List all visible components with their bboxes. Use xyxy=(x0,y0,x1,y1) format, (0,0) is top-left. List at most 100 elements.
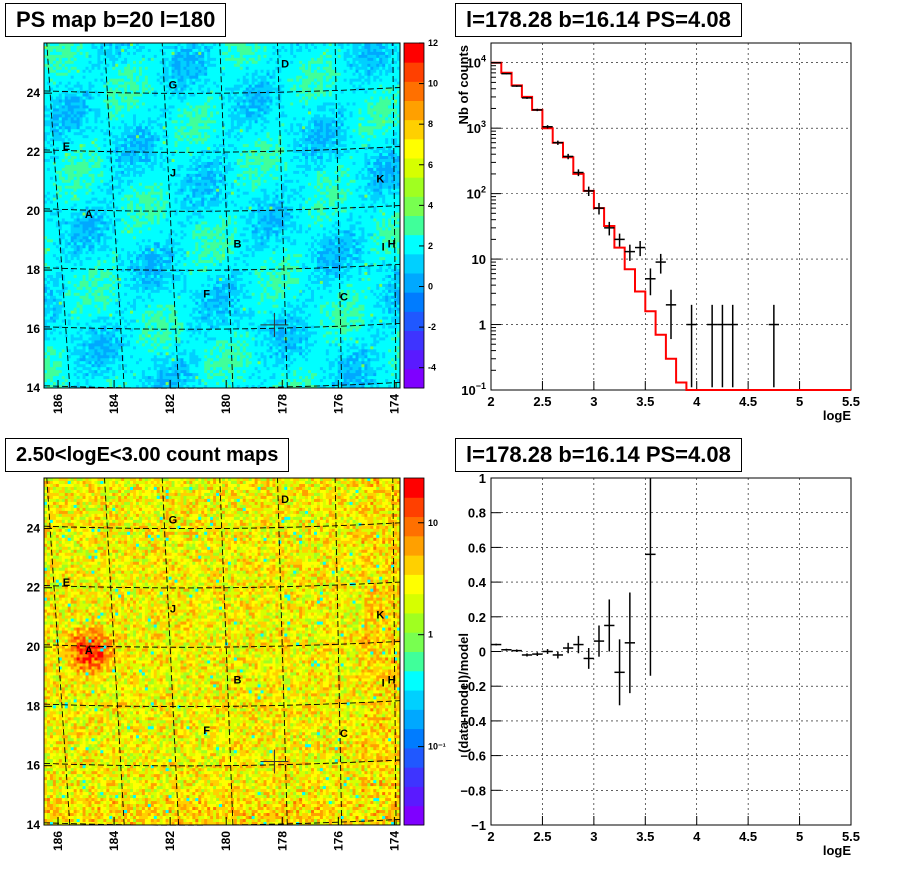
residual-x-tick-label: 2 xyxy=(487,829,494,844)
residual-x-tick-label: 5.5 xyxy=(842,829,860,844)
colorbar-tick-label: 0 xyxy=(428,282,433,292)
map-y-tick-label: 18 xyxy=(27,699,41,713)
colorbar-swatch xyxy=(404,574,424,594)
colorbar-swatch xyxy=(404,120,424,140)
colorbar-swatch xyxy=(404,613,424,633)
spectrum-title: l=178.28 b=16.14 PS=4.08 xyxy=(455,3,742,37)
colorbar-tick-label: -2 xyxy=(428,322,436,332)
colorbar-swatch xyxy=(404,594,424,614)
residual-y-tick-label: 0 xyxy=(479,645,486,660)
colorbar-swatch xyxy=(404,273,424,293)
colorbar-swatch xyxy=(404,292,424,312)
colorbar-swatch xyxy=(404,196,424,216)
residual-point xyxy=(501,649,511,651)
map-y-tick-label: 18 xyxy=(27,263,41,277)
spectrum-x-axis-label: logE xyxy=(823,408,851,423)
map-source-label-k: K xyxy=(376,609,384,621)
count-map-cells xyxy=(44,478,400,825)
residual-y-tick-label: 1 xyxy=(479,471,486,486)
colorbar-swatch xyxy=(404,671,424,691)
colorbar-tick-label: 10 xyxy=(428,79,438,89)
colorbar-tick-label: 10 xyxy=(428,518,438,528)
ps-map-title: PS map b=20 l=180 xyxy=(5,3,226,37)
map-source-label-g: G xyxy=(169,515,178,527)
colorbar-swatch xyxy=(404,786,424,806)
colorbar-swatch xyxy=(404,311,424,331)
colorbar-swatch xyxy=(404,158,424,178)
map-y-tick-label: 22 xyxy=(27,581,41,595)
map-source-label-i: I xyxy=(382,241,385,253)
spectrum-x-tick-label: 5 xyxy=(796,394,803,409)
map-source-label-j: J xyxy=(170,168,176,180)
colorbar-swatch xyxy=(404,350,424,370)
colorbar-tick-label: -4 xyxy=(428,363,436,373)
map-y-tick-label: 14 xyxy=(27,381,41,395)
data-point xyxy=(522,97,532,99)
spectrum-y-tick-label: 102 xyxy=(467,185,486,202)
spectrum-x-tick-label: 2 xyxy=(487,394,494,409)
map-y-tick-label: 16 xyxy=(27,759,41,773)
residual-x-tick-label: 5 xyxy=(796,829,803,844)
map-source-label-b: B xyxy=(233,675,241,687)
map-x-tick-label: 178 xyxy=(275,394,289,414)
map-x-tick-label: 174 xyxy=(387,831,401,851)
map-x-tick-label: 176 xyxy=(331,394,345,414)
residual-y-axis-label: (data-model)/model xyxy=(456,633,471,753)
spectrum-y-axis-label: Nb of counts xyxy=(456,45,471,124)
colorbar-swatch xyxy=(404,729,424,749)
map-x-tick-label: 182 xyxy=(163,394,177,414)
spectrum-x-tick-label: 3.5 xyxy=(636,394,654,409)
map-source-label-c: C xyxy=(340,292,348,304)
spectrum-y-tick-label: 10 xyxy=(472,252,486,267)
colorbar-swatch xyxy=(404,767,424,787)
map-y-tick-label: 20 xyxy=(27,640,41,654)
data-point xyxy=(491,62,501,63)
colorbar-swatch xyxy=(404,235,424,255)
colorbar-swatch xyxy=(404,62,424,82)
residual-y-tick-label: 0.2 xyxy=(468,610,486,625)
figure-canvas: 186 184 182 180 178 176 174141618202224DGEJ KAB… xyxy=(0,0,898,871)
residual-x-tick-label: 3.5 xyxy=(636,829,654,844)
map-y-tick-label: 24 xyxy=(27,521,41,535)
map-source-label-g: G xyxy=(169,79,178,91)
colorbar-swatch xyxy=(404,43,424,63)
colorbar-tick-label: 6 xyxy=(428,160,433,170)
map-y-tick-label: 16 xyxy=(27,322,41,336)
map-x-tick-label: 176 xyxy=(331,831,345,851)
colorbar-swatch xyxy=(404,81,424,101)
colorbar-swatch xyxy=(404,806,424,826)
colorbar-swatch xyxy=(404,254,424,274)
map-x-tick-label: 174 xyxy=(387,394,401,414)
colorbar-swatch xyxy=(404,331,424,351)
colorbar-swatch xyxy=(404,369,424,389)
map-source-label-j: J xyxy=(170,603,176,615)
colorbar-swatch xyxy=(404,139,424,159)
colorbar-tick-label: 2 xyxy=(428,241,433,251)
map-x-tick-label: 182 xyxy=(163,831,177,851)
colorbar-swatch xyxy=(404,536,424,556)
colorbar-swatch xyxy=(404,101,424,121)
residual-y-tick-label: 0.6 xyxy=(468,540,486,555)
residual-y-tick-label: −1 xyxy=(471,818,486,833)
map-source-label-a: A xyxy=(85,209,93,221)
map-source-label-h: H xyxy=(388,675,396,687)
colorbar-tick-label: 4 xyxy=(428,200,433,210)
colorbar-swatch xyxy=(404,478,424,498)
colorbar-tick-label: 1 xyxy=(428,630,433,640)
colorbar-swatch xyxy=(404,517,424,537)
map-source-label-e: E xyxy=(63,577,70,589)
map-source-label-d: D xyxy=(281,494,289,506)
colorbar-swatch xyxy=(404,690,424,710)
map-source-label-e: E xyxy=(63,141,70,153)
spectrum-y-tick-label: 10−1 xyxy=(461,381,486,398)
map-x-tick-label: 186 xyxy=(51,394,65,414)
map-source-label-f: F xyxy=(203,725,210,737)
colorbar-tick-label: 12 xyxy=(428,38,438,48)
spectrum-y-tick-label: 1 xyxy=(479,318,486,333)
map-source-label-a: A xyxy=(85,645,93,657)
map-y-tick-label: 24 xyxy=(27,86,41,100)
map-y-tick-label: 14 xyxy=(27,818,41,832)
